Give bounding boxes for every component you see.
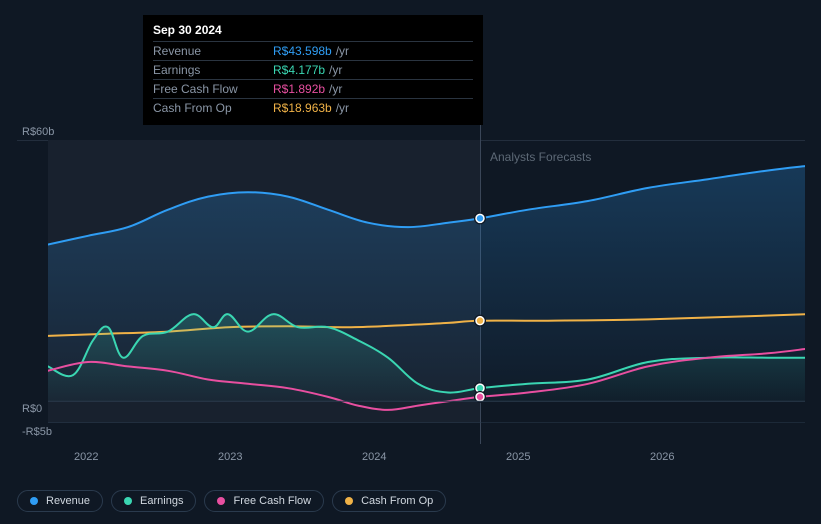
legend-dot-icon [124,497,132,505]
tooltip-row: Free Cash FlowR$1.892b/yr [153,79,473,98]
marker-cash-from-op [476,317,484,325]
legend-dot-icon [345,497,353,505]
tooltip-suffix: /yr [329,82,342,96]
tooltip-row: RevenueR$43.598b/yr [153,41,473,60]
chart-legend: Revenue Earnings Free Cash Flow Cash From O… [17,490,446,512]
y-axis-label: -R$5b [22,426,52,438]
tooltip-row: EarningsR$4.177b/yr [153,60,473,79]
tooltip-row: Cash From OpR$18.963b/yr [153,98,473,117]
chart-tooltip: Sep 30 2024 RevenueR$43.598b/yrEarningsR… [143,15,483,125]
legend-item-earnings[interactable]: Earnings [111,490,196,512]
tooltip-label: Free Cash Flow [153,82,273,96]
tooltip-value: R$1.892b [273,82,325,96]
tooltip-date: Sep 30 2024 [153,23,473,37]
legend-item-free-cash-flow[interactable]: Free Cash Flow [204,490,324,512]
tooltip-value: R$43.598b [273,44,332,58]
legend-label: Revenue [46,495,90,507]
marker-revenue [476,214,484,222]
tooltip-suffix: /yr [329,63,342,77]
x-axis-label: 2024 [362,451,386,463]
legend-label: Free Cash Flow [233,495,311,507]
tooltip-suffix: /yr [336,101,349,115]
tooltip-suffix: /yr [336,44,349,58]
financials-chart: Sep 30 2024 RevenueR$43.598b/yrEarningsR… [0,0,821,524]
legend-dot-icon [30,497,38,505]
x-axis-label: 2025 [506,451,530,463]
y-axis-label: R$0 [22,403,42,415]
marker-free-cash-flow [476,393,484,401]
tooltip-value: R$18.963b [273,101,332,115]
tooltip-value: R$4.177b [273,63,325,77]
y-axis-label: R$60b [22,126,54,138]
legend-label: Earnings [140,495,183,507]
tooltip-label: Earnings [153,63,273,77]
legend-dot-icon [217,497,225,505]
tooltip-label: Revenue [153,44,273,58]
x-axis-label: 2022 [74,451,98,463]
x-axis-label: 2023 [218,451,242,463]
legend-item-cash-from-op[interactable]: Cash From Op [332,490,446,512]
legend-label: Cash From Op [361,495,433,507]
chart-plot-area[interactable] [48,140,805,423]
tooltip-label: Cash From Op [153,101,273,115]
x-axis-label: 2026 [650,451,674,463]
legend-item-revenue[interactable]: Revenue [17,490,103,512]
